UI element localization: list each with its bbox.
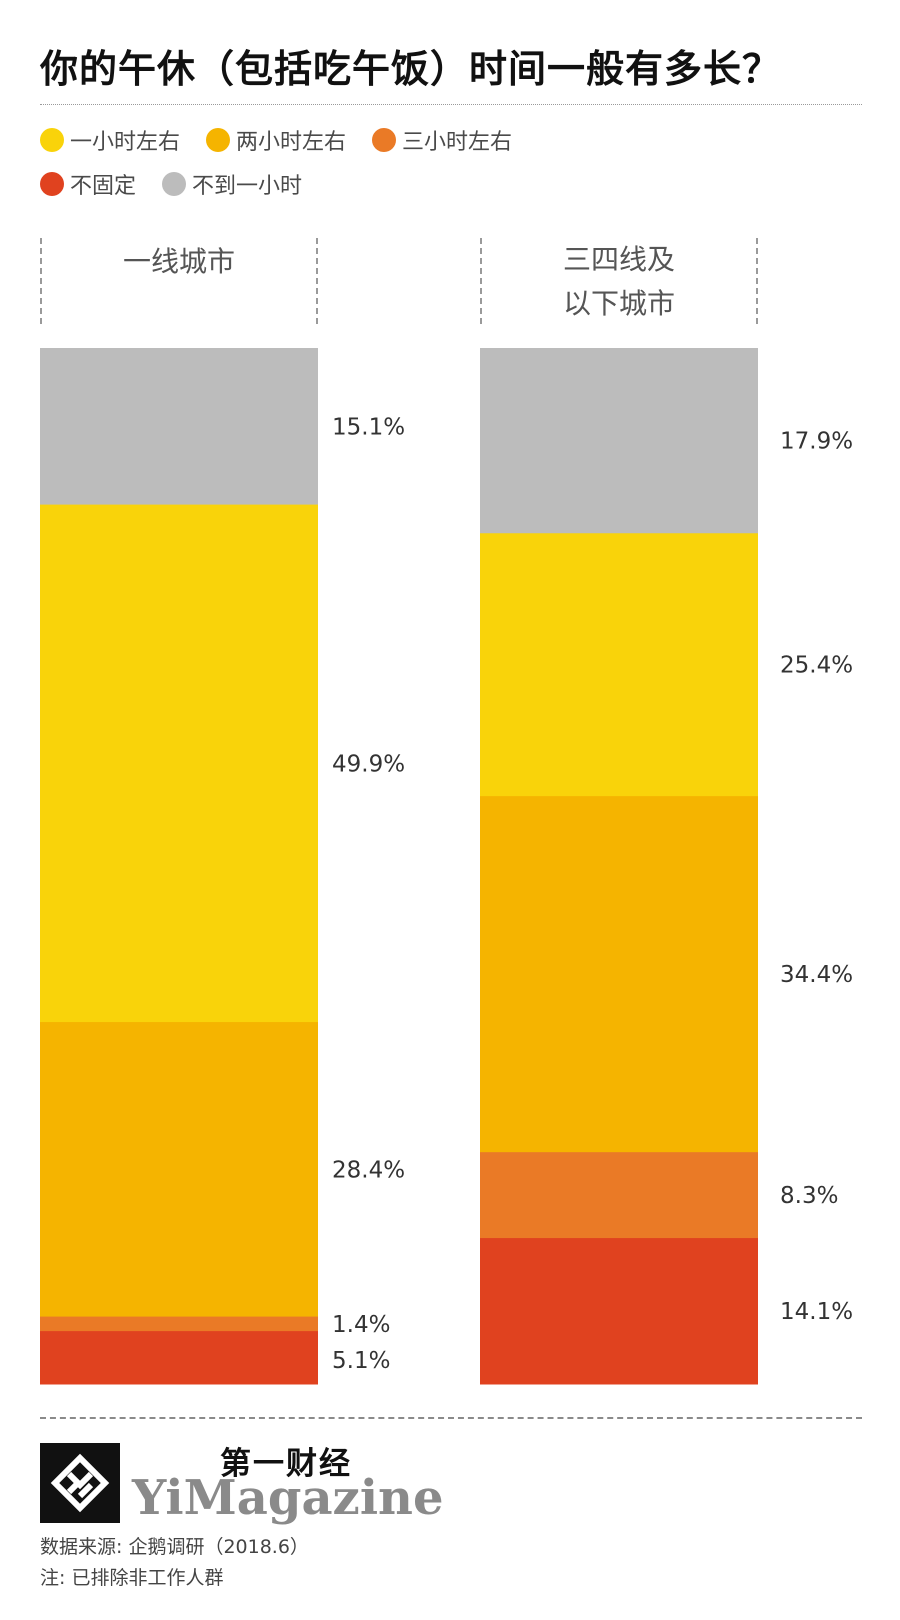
legend-label-not-fixed: 不固定: [70, 174, 137, 199]
data-source: 数据来源: 企鹅调研（2018.6）: [40, 1536, 309, 1558]
legend-item-two-hours: 两小时左右: [206, 124, 346, 156]
legend-item-three-hours: 三小时左右: [372, 124, 512, 156]
value-label-tier3-under-one-hour: 17.9%: [780, 429, 853, 455]
value-label-tier1-not-fixed: 5.1%: [332, 1348, 390, 1374]
bar-segment-tier1-one-hour: [40, 504, 318, 1023]
bar-segment-tier1-under-one-hour: [40, 348, 318, 506]
bar-segment-tier1-three-hours: [40, 1316, 318, 1332]
value-label-tier1-under-one-hour: 15.1%: [332, 414, 405, 440]
legend-label-one-hour: 一小时左右: [70, 130, 181, 155]
legend-swatch-not-fixed: [40, 172, 64, 196]
title-divider: [40, 104, 862, 105]
value-label-tier1-one-hour: 49.9%: [332, 751, 405, 777]
legend-label-two-hours: 两小时左右: [236, 130, 347, 155]
column-label-tier3: 三四线及 以下城市: [562, 243, 675, 320]
legend-label-under-one-hour: 不到一小时: [192, 174, 303, 199]
footnote: 注: 已排除非工作人群: [40, 1567, 224, 1589]
chart-title: 你的午休（包括吃午饭）时间一般有多长？: [40, 47, 782, 91]
legend-item-under-one-hour: 不到一小时: [162, 168, 302, 200]
logo-mark-icon: [50, 1453, 110, 1513]
value-label-tier1-three-hours: 1.4%: [332, 1312, 390, 1338]
column-header-tier1: 一线城市: [40, 238, 318, 324]
yimagazine-logo-icon: [40, 1443, 120, 1523]
value-label-tier3-two-hours: 34.4%: [780, 962, 853, 988]
column-label-tier1: 一线城市: [122, 245, 235, 278]
value-label-tier3-not-fixed: 14.1%: [780, 1299, 853, 1325]
brand-name-en: YiMagazine: [132, 1470, 444, 1526]
bar-segment-tier3-not-fixed: [480, 1238, 758, 1385]
legend-swatch-two-hours: [206, 128, 231, 152]
bar-segment-tier1-not-fixed: [40, 1331, 318, 1385]
legend-item-one-hour: 一小时左右: [40, 124, 180, 156]
value-label-tier3-one-hour: 25.4%: [780, 653, 853, 679]
legend-item-not-fixed: 不固定: [40, 168, 136, 200]
bar-segment-tier1-two-hours: [40, 1022, 318, 1318]
bar-segment-tier3-three-hours: [480, 1152, 758, 1239]
value-label-tier1-two-hours: 28.4%: [332, 1157, 405, 1183]
brand-name-cn: 第一财经: [220, 1446, 352, 1482]
legend-row-1: 一小时左右 两小时左右 三小时左右: [40, 118, 860, 162]
legend-swatch-under-one-hour: [162, 172, 187, 196]
bar-segment-tier3-under-one-hour: [480, 348, 758, 534]
legend-row-2: 不固定 不到一小时: [40, 162, 860, 206]
legend-swatch-one-hour: [40, 128, 64, 152]
legend-label-three-hours: 三小时左右: [402, 130, 513, 155]
bar-segment-tier3-two-hours: [480, 796, 758, 1153]
bar-segment-tier3-one-hour: [480, 533, 758, 797]
legend: 一小时左右 两小时左右 三小时左右 不固定 不到一小时: [40, 118, 860, 206]
column-header-tier3: 三四线及 以下城市: [480, 238, 758, 324]
legend-swatch-three-hours: [372, 128, 397, 152]
footer-divider: [40, 1417, 862, 1419]
value-label-tier3-three-hours: 8.3%: [780, 1183, 838, 1209]
